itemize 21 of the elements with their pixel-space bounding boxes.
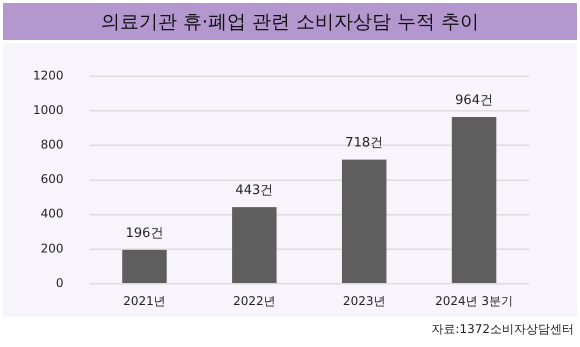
x-tick-label: 2021년 [123,294,166,308]
x-tick-label: 2022년 [233,294,276,308]
bar [342,160,386,284]
data-label: 443건 [235,183,274,198]
data-label: 196건 [126,226,164,241]
x-tick-label: 2023년 [342,294,386,308]
bar [122,250,167,284]
y-tick-label: 200 [40,241,64,256]
chart-title: 의료기관 휴·폐업 관련 소비자상담 누적 추이 [3,3,577,40]
data-label: 964건 [455,92,493,108]
y-tick-label: 0 [56,276,64,290]
y-tick-label: 400 [40,206,64,221]
text: 자료:1372소비자상담센터 [431,321,574,338]
y-tick-label: 600 [40,172,64,186]
y-tick-label: 1200 [32,68,64,82]
data-label: 718건 [345,135,384,150]
bar [452,117,496,284]
y-tick-label: 800 [40,138,64,152]
x-tick-label: 2024년 3분기 [435,294,514,308]
bar [232,207,277,284]
y-tick-label: 1000 [32,102,64,117]
